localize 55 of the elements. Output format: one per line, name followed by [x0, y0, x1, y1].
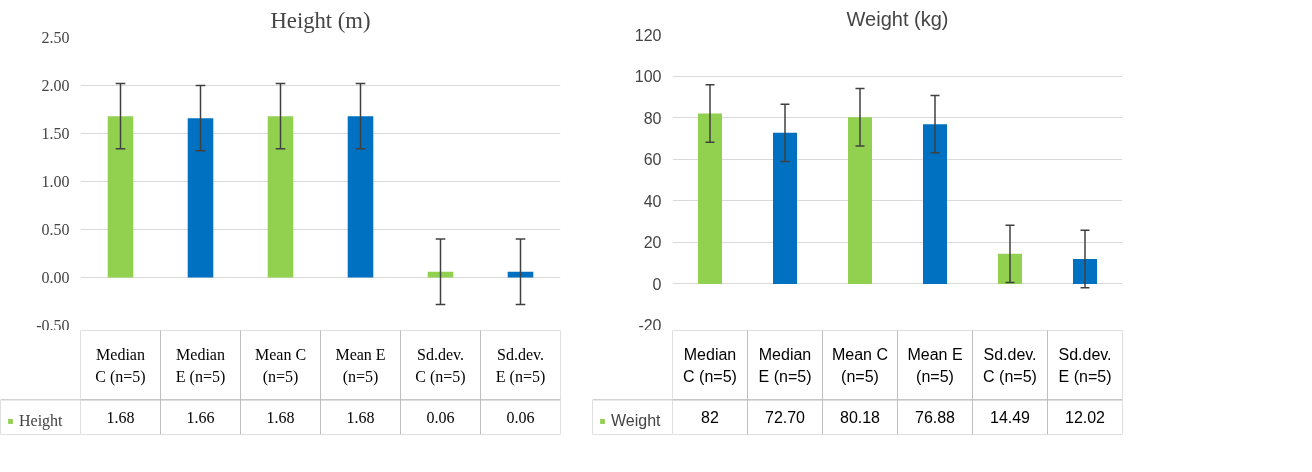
data-label: 72.70 [764, 409, 806, 427]
y-tick-label: -0.50 [36, 316, 70, 334]
chart-title: Weight (kg) [846, 7, 949, 30]
x-tick-label: Sd.dev. E (n=5) [495, 345, 546, 386]
data-label: 82 [701, 409, 719, 427]
x-tick-label: Median C (n=5) [683, 345, 737, 385]
data-label: 1.68 [266, 408, 295, 426]
x-tick-label: Median E (n=5) [758, 345, 812, 385]
x-tick-label: Sd.dev. C (n=5) [415, 345, 466, 386]
legend-label: Height [19, 412, 63, 430]
legend-label: Weight [611, 412, 661, 430]
data-label: 14.49 [989, 409, 1031, 427]
y-tick-label: 0.50 [41, 221, 70, 238]
bar [507, 271, 534, 278]
x-tick-label: Sd.dev. E (n=5) [1058, 345, 1112, 385]
y-tick-label: 1.50 [41, 125, 70, 142]
bar [187, 118, 214, 278]
y-tick-label: 40 [643, 192, 662, 210]
bar [347, 116, 374, 278]
y-tick-label: 20 [643, 234, 662, 252]
y-tick-label: 0.00 [41, 269, 70, 286]
chart-title: Height (m) [270, 7, 371, 33]
bar [998, 253, 1022, 284]
data-label: 1.68 [106, 408, 135, 426]
x-tick-label: Median C (n=5) [95, 345, 146, 386]
bar [1073, 258, 1097, 284]
y-tick-label: 120 [634, 26, 662, 44]
data-label: 0.06 [426, 408, 455, 426]
x-tick-label: Median E (n=5) [175, 345, 226, 386]
bar [848, 117, 872, 284]
data-label: 76.88 [914, 409, 956, 427]
bar [698, 113, 722, 284]
bar [107, 116, 134, 278]
y-tick-label: -20 [638, 316, 662, 334]
y-tick-label: 2.00 [41, 77, 70, 94]
x-tick-label: Sd.dev. C (n=5) [983, 345, 1037, 385]
data-label: 0.06 [506, 408, 535, 426]
y-tick-label: 1.00 [41, 173, 70, 190]
data-label: 1.66 [186, 408, 215, 426]
data-label: 80.18 [839, 409, 881, 427]
bar [427, 271, 454, 278]
y-tick-label: 0 [652, 275, 662, 293]
data-label: 1.68 [346, 408, 375, 426]
x-tick-label: Mean C (n=5) [831, 345, 889, 385]
y-tick-label: 100 [634, 68, 662, 86]
y-tick-label: 60 [643, 151, 662, 169]
x-tick-label: Mean E (n=5) [907, 345, 963, 385]
bar [773, 132, 797, 284]
y-tick-label: 2.50 [41, 29, 70, 46]
bar [267, 116, 294, 278]
x-tick-label: Mean E (n=5) [335, 345, 386, 386]
x-tick-label: Mean C (n=5) [254, 345, 307, 386]
data-label: 12.02 [1064, 409, 1106, 427]
y-tick-label: 80 [643, 109, 662, 127]
bar [923, 124, 947, 284]
